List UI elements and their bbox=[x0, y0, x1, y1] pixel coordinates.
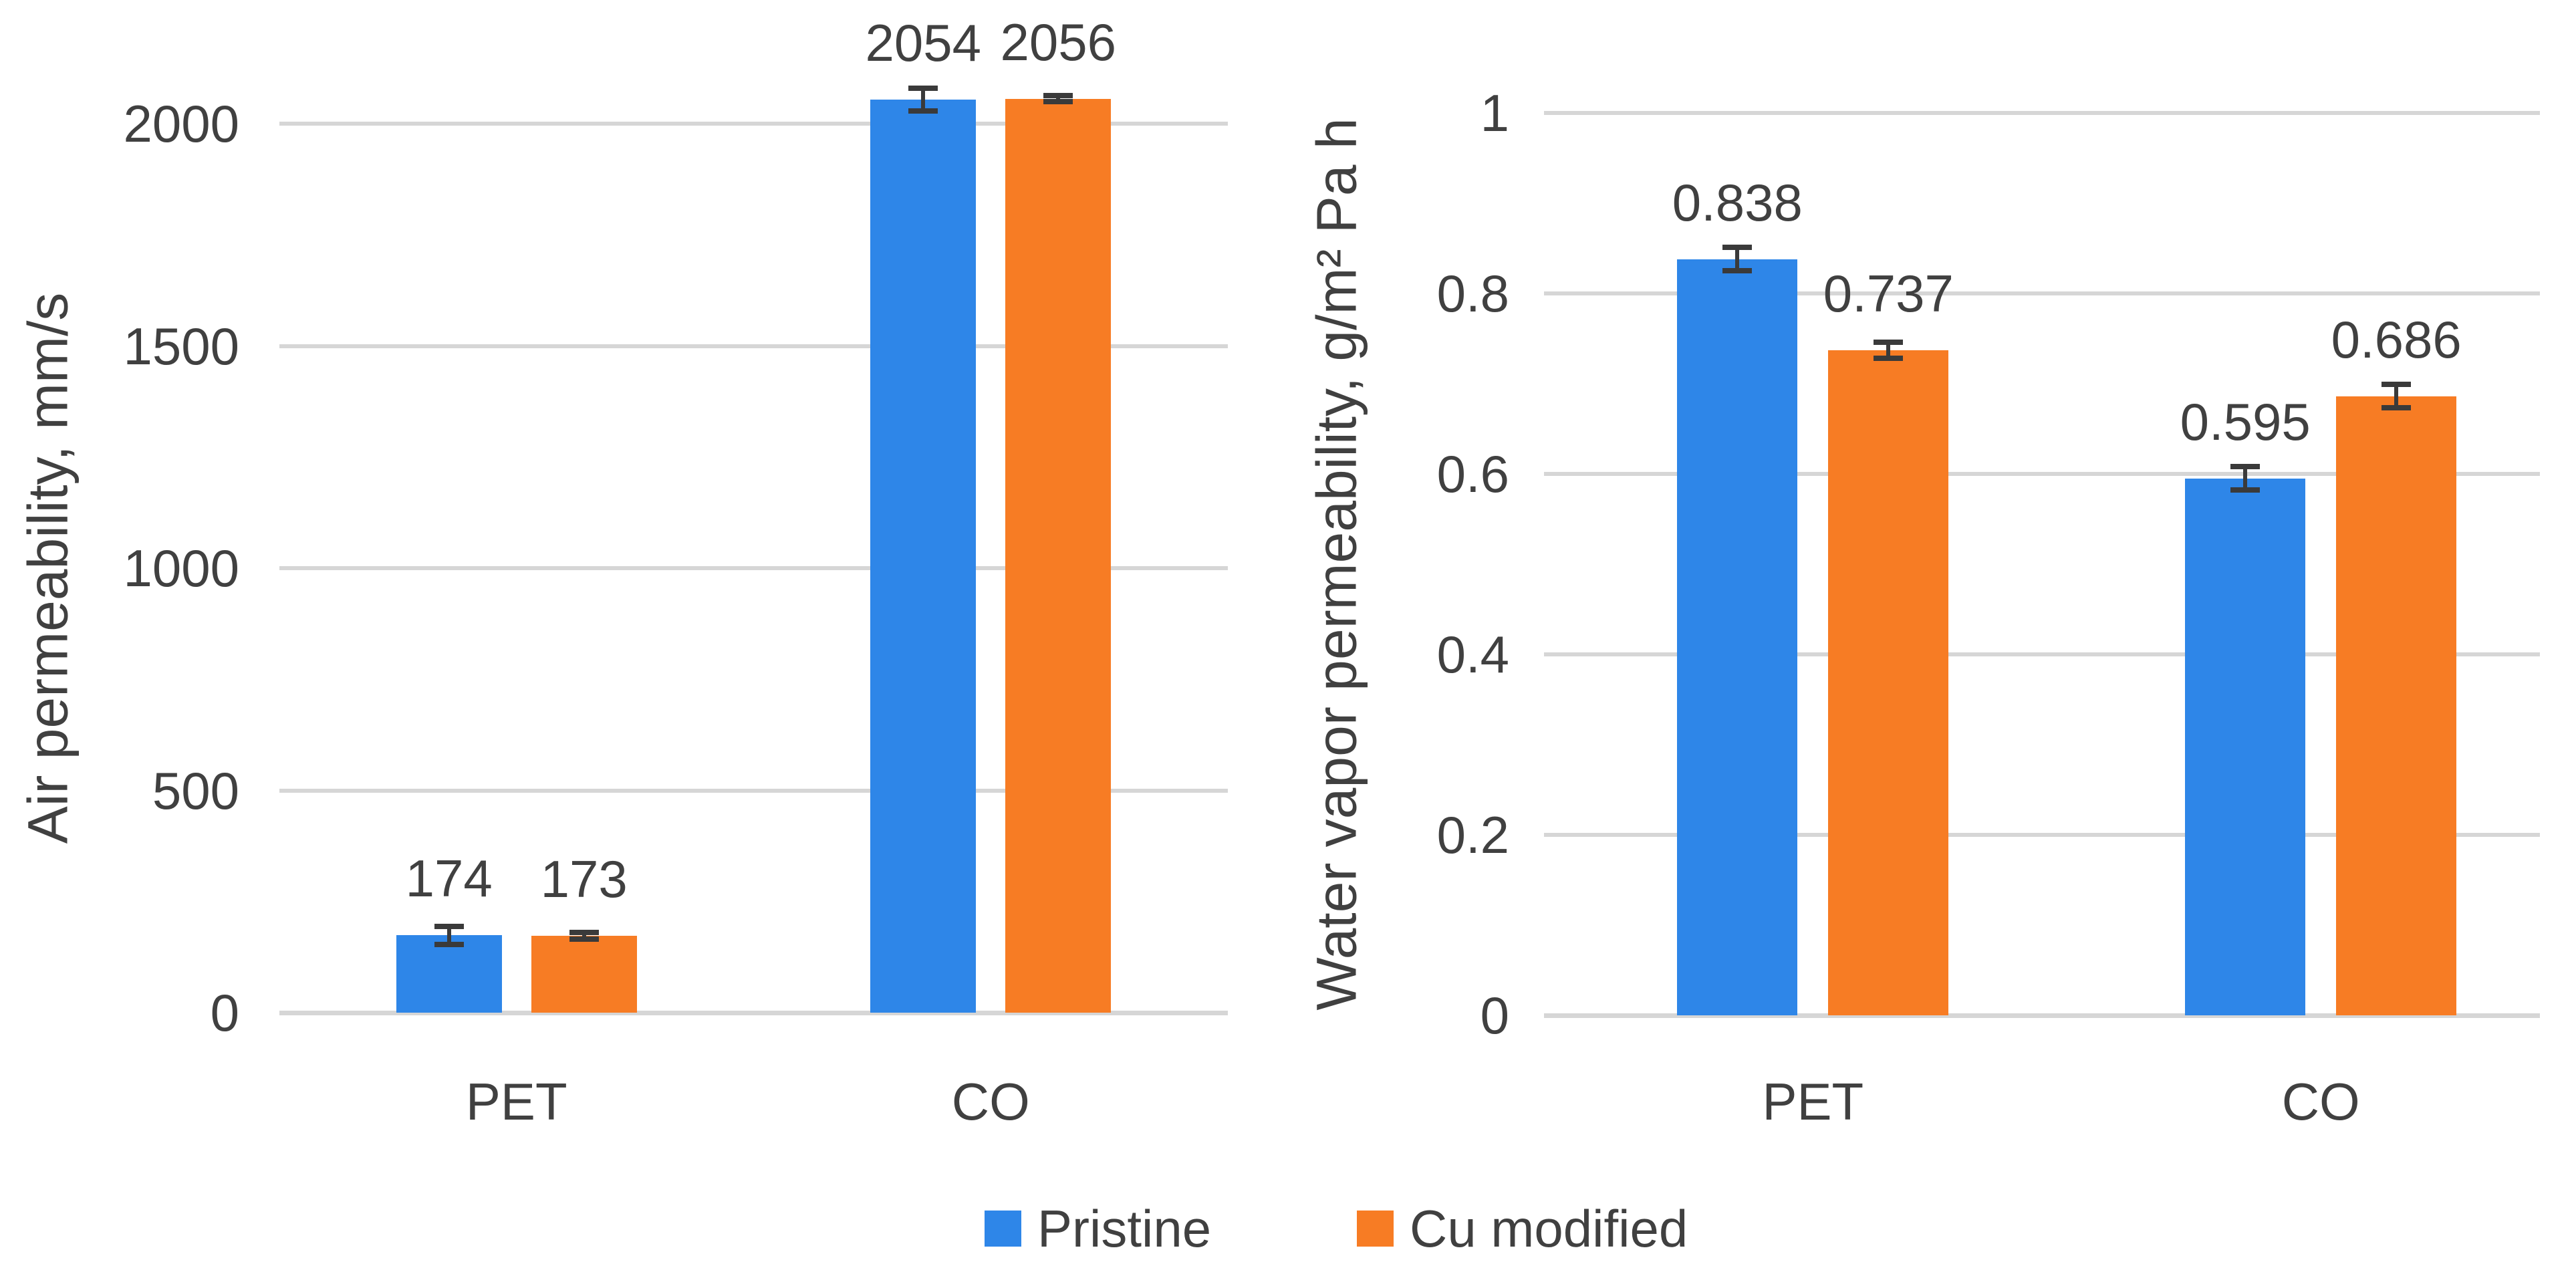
data-label-pet-pristine: 174 bbox=[405, 849, 493, 908]
x-category-label-co: CO bbox=[951, 1072, 1030, 1131]
data-label-co-pristine: 2054 bbox=[865, 13, 982, 73]
y-tick-label: 500 bbox=[152, 761, 239, 820]
gridline-y-0.4 bbox=[1544, 652, 2540, 656]
legend-item-pristine: Pristine bbox=[985, 1199, 1211, 1258]
legend-label-cu-modified: Cu modified bbox=[1410, 1198, 1688, 1258]
gridline-y-1 bbox=[1544, 111, 2540, 115]
error-bar-cap-bottom bbox=[569, 936, 599, 942]
error-bar-cap-top bbox=[569, 930, 599, 936]
error-bar-cap-top bbox=[2230, 464, 2261, 470]
error-bar bbox=[1056, 96, 1061, 102]
x-category-label-pet: PET bbox=[465, 1072, 567, 1131]
error-bar-cap-top bbox=[434, 923, 464, 929]
data-label-pet-pristine: 0.838 bbox=[1672, 172, 1803, 232]
bar-pristine-co bbox=[870, 100, 977, 1013]
gridline-y-0.6 bbox=[1544, 472, 2540, 476]
bar-pristine-co bbox=[2185, 478, 2306, 1015]
legend-label-pristine: Pristine bbox=[1037, 1198, 1212, 1258]
error-bar bbox=[582, 932, 586, 939]
data-label-pet-cu-modified: 0.737 bbox=[1823, 264, 1954, 324]
legend-swatch-cu-modified-icon bbox=[1357, 1211, 1394, 1247]
error-bar-cap-bottom bbox=[908, 108, 938, 114]
gridline-y-1000 bbox=[279, 566, 1228, 570]
legend-item-cu-modified: Cu modified bbox=[1357, 1199, 1688, 1258]
error-bar-cap-bottom bbox=[1043, 99, 1073, 105]
data-label-co-cu-modified: 0.686 bbox=[2331, 309, 2462, 369]
gridline-y-0 bbox=[279, 1010, 1228, 1015]
x-category-label-co: CO bbox=[2281, 1072, 2360, 1131]
y-tick-label: 0.4 bbox=[1436, 625, 1509, 684]
gridline-y-0.2 bbox=[1544, 833, 2540, 837]
y-tick-label: 0.6 bbox=[1436, 444, 1509, 503]
bar-cu-modified-co bbox=[1005, 98, 1112, 1013]
bar-pristine-pet bbox=[396, 935, 502, 1013]
gridline-y-1500 bbox=[279, 344, 1228, 348]
error-bar bbox=[1886, 342, 1891, 359]
bar-cu-modified-co bbox=[2336, 396, 2457, 1015]
legend-swatch-pristine-icon bbox=[985, 1211, 1021, 1247]
y-tick-label: 1500 bbox=[123, 316, 239, 376]
y-tick-label: 0 bbox=[210, 983, 239, 1042]
gridline-y-0 bbox=[1544, 1013, 2540, 1018]
right-chart-y-axis-title: Water vapor permeability, g/m² Pa h bbox=[1305, 118, 1368, 1011]
y-tick-label: 2000 bbox=[123, 94, 239, 153]
error-bar-cap-bottom bbox=[1874, 356, 1904, 362]
error-bar bbox=[1735, 247, 1740, 271]
error-bar-cap-bottom bbox=[434, 941, 464, 947]
bar-cu-modified-pet bbox=[531, 935, 637, 1013]
bar-cu-modified-pet bbox=[1828, 350, 1949, 1015]
error-bar-cap-bottom bbox=[2230, 487, 2261, 493]
error-bar-cap-top bbox=[2381, 382, 2412, 388]
gridline-y-0.8 bbox=[1544, 291, 2540, 295]
error-bar-cap-top bbox=[908, 86, 938, 92]
error-bar-cap-bottom bbox=[2381, 405, 2412, 411]
error-bar-cap-top bbox=[1043, 93, 1073, 99]
error-bar bbox=[446, 926, 451, 944]
data-label-pet-cu-modified: 173 bbox=[540, 849, 628, 908]
bar-pristine-pet bbox=[1677, 259, 1798, 1015]
data-label-co-pristine: 0.595 bbox=[2180, 392, 2311, 451]
x-category-label-pet: PET bbox=[1762, 1072, 1864, 1131]
error-bar-cap-bottom bbox=[1722, 268, 1753, 274]
gridline-y-500 bbox=[279, 788, 1228, 793]
y-tick-label: 0 bbox=[1480, 986, 1509, 1045]
error-bar-cap-top bbox=[1722, 245, 1753, 251]
data-label-co-cu-modified: 2056 bbox=[1000, 12, 1117, 72]
error-bar bbox=[2243, 467, 2248, 491]
gridline-y-2000 bbox=[279, 122, 1228, 126]
error-bar-cap-top bbox=[1874, 339, 1904, 345]
y-tick-label: 0.2 bbox=[1436, 805, 1509, 864]
error-bar bbox=[921, 88, 926, 111]
y-tick-label: 1000 bbox=[123, 539, 239, 598]
error-bar bbox=[2394, 384, 2399, 408]
y-tick-label: 1 bbox=[1480, 84, 1509, 142]
y-tick-label: 0.8 bbox=[1436, 264, 1509, 323]
